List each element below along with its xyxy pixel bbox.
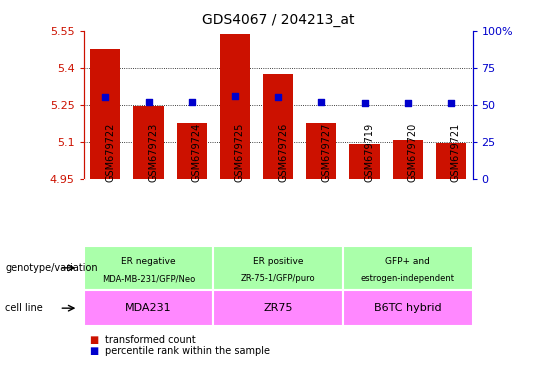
Text: ER negative: ER negative xyxy=(121,257,176,266)
Point xyxy=(403,100,412,106)
Text: transformed count: transformed count xyxy=(105,335,196,345)
Text: GSM679722: GSM679722 xyxy=(105,122,116,182)
Bar xyxy=(177,123,207,179)
Text: ZR-75-1/GFP/puro: ZR-75-1/GFP/puro xyxy=(241,275,315,283)
Text: GFP+ and: GFP+ and xyxy=(385,257,430,266)
Point xyxy=(144,99,153,105)
Text: MDA231: MDA231 xyxy=(125,303,172,313)
Bar xyxy=(306,123,336,179)
Bar xyxy=(393,141,423,179)
Text: GSM679724: GSM679724 xyxy=(192,122,202,182)
Text: ER positive: ER positive xyxy=(253,257,303,266)
Title: GDS4067 / 204213_at: GDS4067 / 204213_at xyxy=(202,13,354,27)
Bar xyxy=(263,74,293,179)
Text: ZR75: ZR75 xyxy=(264,303,293,313)
Point xyxy=(187,99,196,105)
Point xyxy=(317,99,326,105)
Point xyxy=(274,94,282,100)
Text: ■: ■ xyxy=(89,346,98,356)
Text: B6TC hybrid: B6TC hybrid xyxy=(374,303,442,313)
Text: GSM679725: GSM679725 xyxy=(235,122,245,182)
Point xyxy=(447,100,455,106)
Point xyxy=(231,93,239,99)
Text: ■: ■ xyxy=(89,335,98,345)
Text: GSM679720: GSM679720 xyxy=(408,122,418,182)
Text: cell line: cell line xyxy=(5,303,43,313)
Point xyxy=(101,94,110,100)
Text: estrogen-independent: estrogen-independent xyxy=(361,275,455,283)
Text: genotype/variation: genotype/variation xyxy=(5,263,98,273)
Bar xyxy=(349,144,380,179)
Bar xyxy=(90,49,120,179)
Text: GSM679726: GSM679726 xyxy=(278,122,288,182)
Text: GSM679723: GSM679723 xyxy=(148,122,159,182)
Bar xyxy=(133,106,164,179)
Point xyxy=(360,100,369,106)
Bar xyxy=(436,143,466,179)
Bar xyxy=(220,35,250,179)
Text: MDA-MB-231/GFP/Neo: MDA-MB-231/GFP/Neo xyxy=(102,275,195,283)
Text: GSM679727: GSM679727 xyxy=(321,122,332,182)
Text: GSM679721: GSM679721 xyxy=(451,122,461,182)
Text: percentile rank within the sample: percentile rank within the sample xyxy=(105,346,271,356)
Text: GSM679719: GSM679719 xyxy=(364,123,375,182)
